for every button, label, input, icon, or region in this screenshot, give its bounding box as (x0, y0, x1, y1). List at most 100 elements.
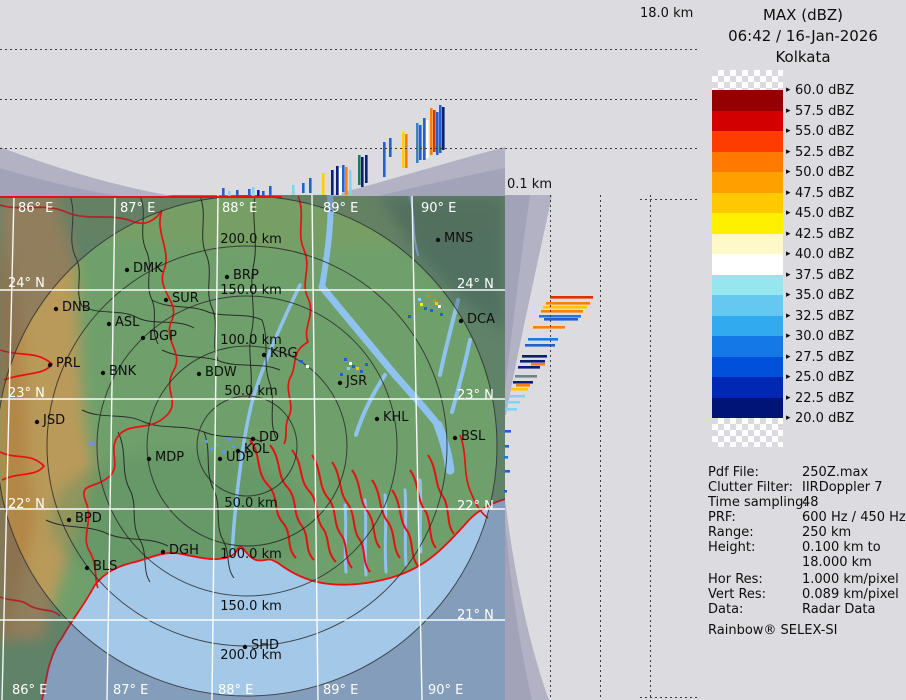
legend-tick-arrow: ▸ (786, 352, 791, 362)
city-dot-dd (251, 437, 255, 441)
lon-label-bottom: 88° E (218, 684, 253, 697)
echo-column (439, 105, 442, 153)
legend-value-label: 42.5 dBZ (795, 227, 854, 242)
city-label-dca: DCA (467, 313, 495, 326)
city-label-sur: SUR (172, 292, 199, 305)
lon-label-bottom: 87° E (113, 684, 148, 697)
city-label-mns: MNS (444, 232, 473, 245)
echo-column (416, 123, 419, 163)
echo-column (331, 170, 334, 195)
echo-pixel (360, 370, 363, 373)
echo-column (322, 173, 325, 195)
city-dot-brp (225, 275, 229, 279)
echo-pixel (347, 367, 350, 370)
echo-column (222, 188, 225, 196)
legend-value-label: 32.5 dBZ (795, 309, 854, 324)
city-dot-sur (164, 298, 168, 302)
legend-value-label: 57.5 dBZ (795, 104, 854, 119)
range-ring-label: 150.0 km (220, 284, 282, 297)
lat-label-right: 22° N (457, 500, 494, 513)
echo-pixel (90, 442, 93, 445)
far-height-axis-label: 18.0 km (640, 7, 693, 20)
echo-pixel (356, 367, 359, 370)
legend-swatch (712, 172, 783, 193)
legend-tick-arrow: ▸ (786, 147, 791, 157)
echo-row (505, 470, 510, 473)
legend-value-label: 35.0 dBZ (795, 288, 854, 303)
city-dot-dnb (54, 307, 58, 311)
echo-column (228, 191, 231, 196)
city-label-prl: PRL (56, 357, 80, 370)
echo-column (342, 165, 345, 192)
legend-swatch (712, 357, 783, 378)
echo-column (345, 167, 348, 195)
product-title: MAX (dBZ) (700, 6, 906, 24)
legend-tick-arrow: ▸ (786, 167, 791, 177)
echo-column (405, 134, 408, 168)
echo-pixel (352, 365, 355, 368)
echo-column (336, 166, 339, 195)
echo-column (339, 168, 342, 195)
profile-baseline (0, 196, 282, 198)
echo-row (522, 355, 547, 358)
echo-pixel (427, 295, 430, 298)
range-ring-label: 150.0 km (220, 600, 282, 613)
city-dot-mdp (147, 457, 151, 461)
echo-pixel (344, 358, 347, 361)
radar-display-window: 18.0 km 0.1 km MAX (dBZ) 06:42 / 16-Jan-… (0, 0, 906, 700)
echo-row (513, 381, 533, 384)
echo-row (515, 375, 537, 378)
city-dot-udp (218, 457, 222, 461)
legend-value-label: 40.0 dBZ (795, 247, 854, 262)
station-name: Kolkata (700, 48, 906, 66)
info-row-label: Time sampling: (708, 495, 808, 510)
info-row-label: PRF: (708, 510, 736, 525)
city-dot-jsr (338, 381, 342, 385)
echo-pixel (222, 450, 225, 453)
city-dot-bdw (197, 372, 201, 376)
city-label-bdw: BDW (205, 366, 237, 379)
echo-row (505, 430, 511, 433)
city-label-brp: BRP (233, 269, 259, 282)
city-label-asl: ASL (115, 316, 139, 329)
lon-label-top: 86° E (18, 202, 53, 215)
city-dot-bls (85, 566, 89, 570)
info-row-label: Pdf File: (708, 465, 759, 480)
legend-swatch (712, 193, 783, 214)
legend-swatch (712, 377, 783, 398)
echo-column (402, 132, 405, 168)
legend-swatch (712, 295, 783, 316)
echo-row (504, 490, 507, 493)
info-row-value: 18.000 km (802, 555, 872, 570)
echo-column (442, 107, 445, 150)
echo-pixel (420, 303, 423, 306)
info-row-value: 0.100 km to (802, 540, 881, 555)
echo-row (516, 384, 530, 387)
legend-swatch (712, 254, 783, 275)
info-row-value: IIRDoppler 7 (802, 480, 883, 495)
city-label-udp: UDP (226, 451, 253, 464)
legend-swatch (712, 275, 783, 296)
legend-value-label: 30.0 dBZ (795, 329, 854, 344)
legend-header: MAX (dBZ) 06:42 / 16-Jan-2026 Kolkata (700, 4, 906, 69)
city-label-bsl: BSL (461, 430, 485, 443)
echo-row (518, 366, 540, 369)
legend-swatch (712, 152, 783, 173)
legend-swatch (712, 234, 783, 255)
legend-tick-arrow: ▸ (786, 290, 791, 300)
echo-row (507, 401, 520, 404)
lon-label-bottom: 89° E (323, 684, 358, 697)
echo-pixel (306, 365, 309, 368)
info-row-value: Radar Data (802, 602, 875, 617)
info-row-value: 250 km (802, 525, 851, 540)
scan-datetime: 06:42 / 16-Jan-2026 (700, 27, 906, 45)
echo-column (365, 155, 368, 183)
city-label-jsd: JSD (43, 414, 65, 427)
info-row-value: 250Z.max (802, 465, 868, 480)
echo-column (262, 191, 265, 196)
echo-pixel (433, 299, 436, 302)
city-label-bnk: BNK (109, 365, 136, 378)
legend-value-label: 52.5 dBZ (795, 145, 854, 160)
legend-value-label: 27.5 dBZ (795, 350, 854, 365)
legend-swatch-above-max (712, 70, 783, 90)
